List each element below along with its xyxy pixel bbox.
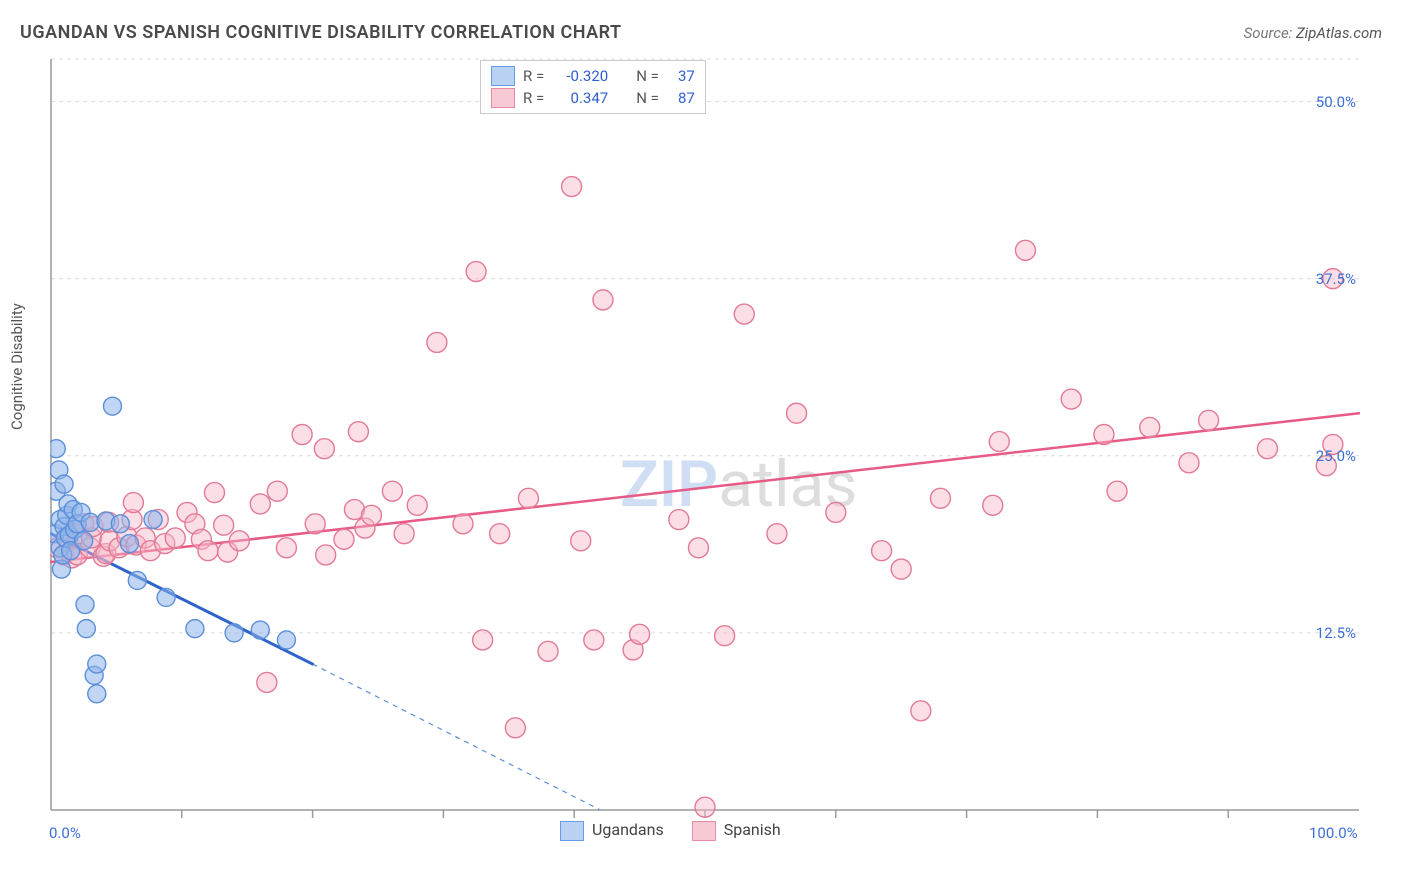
scatter-plot: ZIPatlas 12.5%25.0%37.5%50.0%0.0%100.0%R… [50,58,1360,828]
chart-title: UGANDAN VS SPANISH COGNITIVE DISABILITY … [20,22,622,43]
y-tick-label: 25.0% [1316,447,1356,465]
y-axis-label: Cognitive Disability [8,303,26,430]
x-tick-label: 0.0% [49,824,81,842]
legend-row: R = 0.347 N = 87 [491,87,695,109]
x-tick-label: 100.0% [1309,824,1358,842]
n-value: 37 [667,65,695,87]
legend-label: Spanish [724,820,781,839]
legend-swatch [692,821,716,841]
r-value: 0.347 [552,87,608,109]
source-value: ZipAtlas.com [1296,24,1382,42]
n-label: N = [636,87,659,109]
r-value: -0.320 [552,65,608,87]
n-label: N = [636,65,659,87]
y-tick-label: 37.5% [1316,270,1356,288]
source-label: Source: [1244,24,1293,42]
legend-row: R = -0.320 N = 37 [491,65,695,87]
y-tick-label: 50.0% [1316,93,1356,111]
r-label: R = [523,65,544,87]
series-legend: Ugandans Spanish [560,820,781,841]
y-tick-label: 12.5% [1316,624,1356,642]
legend-swatch [491,88,515,108]
legend-swatch [560,821,584,841]
correlation-legend: R = -0.320 N = 37 R = 0.347 N = 87 [480,60,706,114]
legend-swatch [491,66,515,86]
source-attribution: Source: ZipAtlas.com [1244,24,1382,42]
legend-item: Spanish [692,820,781,841]
n-value: 87 [667,87,695,109]
legend-item: Ugandans [560,820,664,841]
r-label: R = [523,87,544,109]
plot-svg: ZIPatlas [50,58,1360,828]
legend-label: Ugandans [592,820,664,839]
